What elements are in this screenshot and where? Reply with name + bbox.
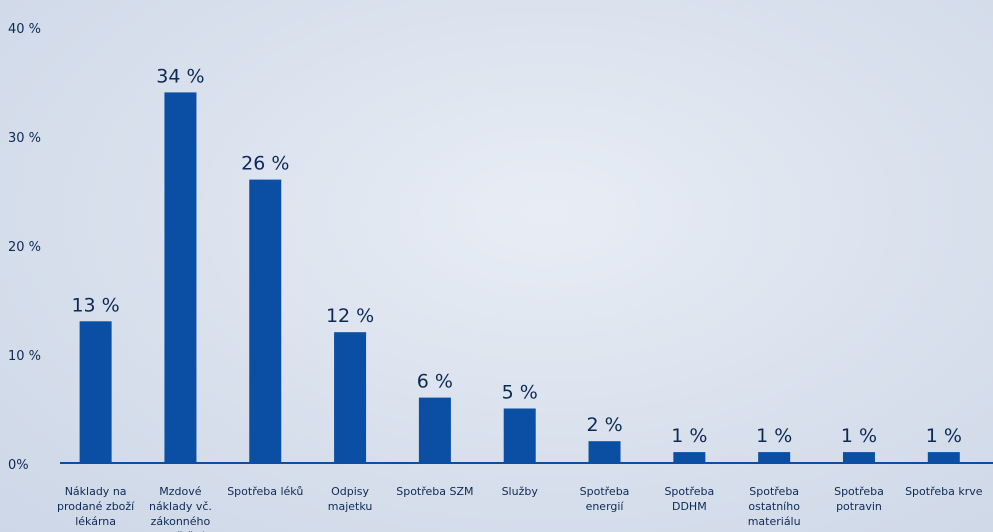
bar [80, 321, 112, 463]
x-tick-label: Služby [478, 484, 562, 499]
value-label: 2 % [586, 414, 622, 436]
chart: 0% 10 % 20 % 30 % 40 % 13 % 34 % 26 % 12 % 6 % 5 %… [0, 0, 993, 532]
value-label: 1 % [841, 425, 877, 447]
x-tick-label: Spotřeba ostatního materiálu [732, 484, 816, 529]
value-label: 34 % [156, 65, 204, 87]
bar [589, 441, 621, 463]
x-tick-label: Spotřeba DDHM [647, 484, 731, 514]
x-tick-label: Mzdové náklady vč. zákonného pojištění [138, 484, 222, 532]
bar [419, 398, 451, 463]
x-tick-label: Spotřeba SZM [393, 484, 477, 499]
value-label: 1 % [926, 425, 962, 447]
value-label: 1 % [671, 425, 707, 447]
page: 0% 10 % 20 % 30 % 40 % 13 % 34 % 26 % 12 % 6 % 5 %… [0, 0, 993, 532]
x-tick-label: Náklady na prodané zboží lékárna [54, 484, 138, 529]
y-tick-label: 20 % [8, 240, 41, 255]
value-label: 13 % [71, 294, 119, 316]
bar [673, 452, 705, 463]
y-tick-label: 10 % [8, 349, 41, 364]
bar [334, 332, 366, 463]
bar [928, 452, 960, 463]
y-tick-label: 30 % [8, 131, 41, 146]
x-tick-label: Spotřeba léků [223, 484, 307, 499]
value-label: 12 % [326, 305, 374, 327]
value-label: 6 % [417, 371, 453, 393]
x-tick-label: Spotřeba energií [563, 484, 647, 514]
value-label: 26 % [241, 153, 289, 175]
x-tick-label: Spotřeba krve [902, 484, 986, 499]
x-tick-label: Spotřeba potravin [817, 484, 901, 514]
value-label: 5 % [502, 382, 538, 404]
y-tick-label: 0% [8, 458, 29, 473]
bar [758, 452, 790, 463]
x-tick-label: Odpisy majetku [308, 484, 392, 514]
bar [164, 92, 196, 463]
value-label: 1 % [756, 425, 792, 447]
bar [249, 180, 281, 463]
bar [504, 409, 536, 464]
bar [843, 452, 875, 463]
y-tick-label: 40 % [8, 22, 41, 37]
